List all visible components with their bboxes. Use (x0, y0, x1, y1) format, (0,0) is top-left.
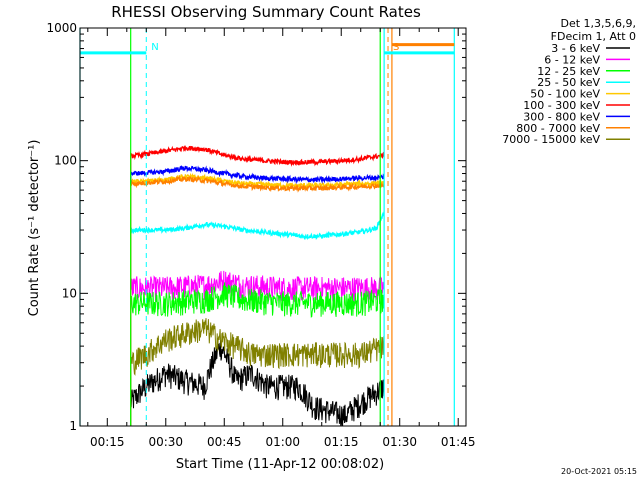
y-tick-label: 10 (62, 286, 77, 300)
series-800-7000-kev (130, 174, 385, 426)
x-tick-label: 01:15 (324, 435, 359, 449)
marker-label-s: S (393, 42, 399, 53)
chart-title: RHESSI Observing Summary Count Rates (111, 3, 421, 21)
legend-label-300-800-kev: 300 - 800 keV (523, 110, 600, 123)
y-tick-label: 1 (69, 419, 77, 433)
series-line-12-25-kev (130, 282, 385, 426)
series-traces (130, 145, 385, 427)
legend-header-line-1: Det 1,3,5,6,9, (560, 17, 636, 30)
series-line-800-7000-kev (130, 174, 385, 426)
x-axis-label: Start Time (11-Apr-12 00:08:02) (176, 457, 384, 472)
x-tick-label: 00:15 (90, 435, 125, 449)
legend: Det 1,3,5,6,9, FDecim 1, Att 0 3 - 6 keV… (502, 17, 636, 146)
legend-label-800-7000-kev: 800 - 7000 keV (516, 122, 600, 135)
legend-label-6-12-kev: 6 - 12 keV (544, 53, 600, 66)
x-tick-label: 00:45 (207, 435, 242, 449)
series-7000-15000-kev (130, 318, 385, 426)
y-tick-label: 1000 (46, 21, 77, 35)
series-12-25-kev (130, 282, 385, 426)
legend-label-100-300-kev: 100 - 300 keV (523, 99, 600, 112)
series-line-300-800-kev (130, 165, 385, 426)
x-tick-label: 01:45 (441, 435, 476, 449)
series-100-300-kev (130, 145, 385, 426)
legend-label-3-6-kev: 3 - 6 keV (551, 42, 600, 55)
series-line-6-12-kev (130, 270, 385, 426)
legend-label-7000-15000-kev: 7000 - 15000 keV (502, 133, 600, 146)
legend-label-12-25-kev: 12 - 25 keV (537, 65, 600, 78)
attenuator-bars (80, 43, 455, 55)
series-line-3-6-kev (130, 339, 385, 427)
series-25-50-kev (130, 211, 385, 426)
y-axis: 1 10 100 1000 (46, 21, 466, 433)
x-tick-label: 00:30 (148, 435, 183, 449)
y-tick-label: 100 (54, 154, 77, 168)
y-axis-label: Count Rate (s⁻¹ detector⁻¹) (27, 140, 42, 317)
plot-frame (79, 27, 467, 427)
x-tick-label: 01:30 (382, 435, 417, 449)
legend-label-25-50-kev: 25 - 50 keV (537, 76, 600, 89)
footer-timestamp: 20-Oct-2021 05:15 (561, 467, 637, 476)
legend-header-line-2: FDecim 1, Att 0 (551, 30, 636, 43)
series-line-25-50-kev (130, 211, 385, 426)
series-line-7000-15000-kev (130, 318, 385, 426)
series-line-100-300-kev (130, 145, 385, 426)
legend-label-50-100-kev: 50 - 100 keV (530, 88, 600, 101)
series-300-800-kev (130, 165, 385, 426)
series-3-6-kev (130, 339, 385, 427)
x-axis: 00:15 00:30 00:45 01:00 01:15 01:30 01:45 (87, 28, 476, 449)
series-6-12-kev (130, 270, 385, 426)
marker-label-n: N (151, 42, 158, 53)
x-tick-label: 01:00 (265, 435, 300, 449)
